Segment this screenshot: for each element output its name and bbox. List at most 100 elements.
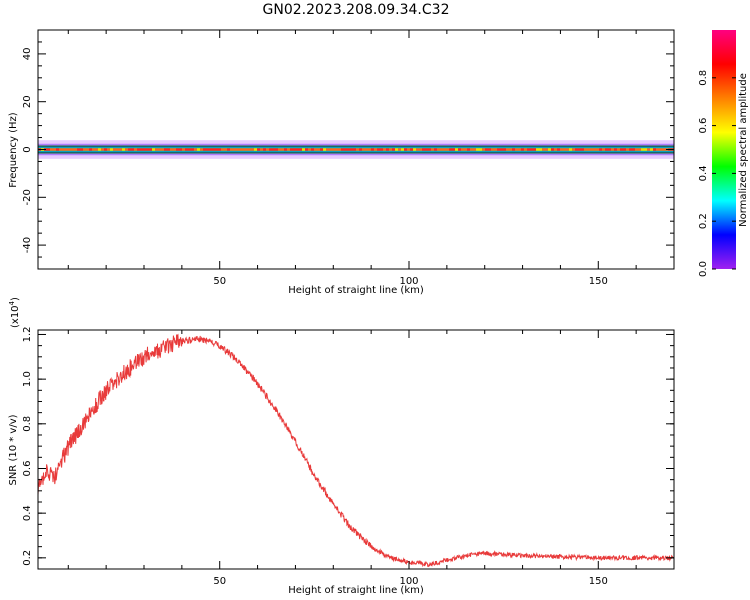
band-cell [323, 148, 326, 151]
band-cell [179, 148, 182, 151]
band-cell [485, 148, 488, 151]
band-cell [479, 148, 482, 151]
band-cell [257, 148, 260, 151]
band-cell [146, 148, 149, 151]
band-cell [374, 148, 377, 151]
band-cell [650, 148, 653, 151]
band-cell [242, 148, 245, 151]
band-cell [320, 148, 323, 151]
band-cell [122, 148, 125, 151]
band-cell [488, 148, 491, 151]
band-cell [362, 148, 365, 151]
band-cell [260, 148, 263, 151]
band-cell [419, 148, 422, 151]
band-cell [278, 148, 281, 151]
band-cell [188, 148, 191, 151]
band-cell [518, 148, 521, 151]
band-cell [80, 148, 83, 151]
y-tick-label: -40 [22, 237, 33, 253]
band-cell [551, 148, 554, 151]
band-cell [509, 148, 512, 151]
snr-frame [37, 329, 675, 570]
band-cell [62, 148, 65, 151]
colorbar: 0.0 0.2 0.4 0.6 0.8 Normalized spectral ampl… [698, 30, 749, 277]
band-cell [434, 148, 437, 151]
band-cell [116, 148, 119, 151]
band-cell [539, 148, 542, 151]
band-cell [557, 148, 560, 151]
band-cell [107, 148, 110, 151]
band-cell [104, 148, 107, 151]
band-cell [416, 148, 419, 151]
snr-ticks: 50 100 150 0.2 0.4 0.6 0.8 1.0 1.2 [22, 327, 675, 587]
colorbar-tick-label: 0.0 [698, 261, 709, 277]
band-cell [128, 148, 131, 151]
band-cell [368, 148, 371, 151]
band-cell [563, 148, 566, 151]
band-cell [413, 148, 416, 151]
band-cell [455, 148, 458, 151]
band-cell [440, 148, 443, 151]
band-cell [182, 148, 185, 151]
spectral-band [38, 140, 674, 159]
band-cell [233, 148, 236, 151]
band-cell [287, 148, 290, 151]
band-cell [347, 148, 350, 151]
band-cell [491, 148, 494, 151]
x-tick-label: 150 [589, 576, 608, 587]
band-cell [500, 148, 503, 151]
band-cell [542, 148, 545, 151]
colorbar-tick-label: 0.4 [698, 165, 709, 181]
band-cell [89, 148, 92, 151]
spectrogram-xlabel: Height of straight line (km) [288, 285, 424, 296]
band-cell [263, 148, 266, 151]
band-cell [515, 148, 518, 151]
band-cell [566, 148, 569, 151]
band-cell [584, 148, 587, 151]
band-cell [554, 148, 557, 151]
band-cell [158, 148, 161, 151]
colorbar-ticks: 0.0 0.2 0.4 0.6 0.8 [698, 70, 736, 277]
band-cell [197, 148, 200, 151]
y-tick-label: 0.4 [22, 505, 33, 521]
band-cell [365, 148, 368, 151]
band-cell [272, 148, 275, 151]
band-cell [548, 148, 551, 151]
band-cell [305, 148, 308, 151]
band-cell [206, 148, 209, 151]
band-cell [449, 148, 452, 151]
band-cell [614, 148, 617, 151]
band-cell [311, 148, 314, 151]
band-cell [119, 148, 122, 151]
band-cell [152, 148, 155, 151]
band-cell [68, 148, 71, 151]
band-cell [140, 148, 143, 151]
band-cell [218, 148, 221, 151]
band-cell [512, 148, 515, 151]
band-cell [503, 148, 506, 151]
band-cell [110, 148, 113, 151]
band-cell [443, 148, 446, 151]
band-cell [575, 148, 578, 151]
band-cell [593, 148, 596, 151]
band-cell [635, 148, 638, 151]
band-cell [200, 148, 203, 151]
band-cell [350, 148, 353, 151]
spectrogram-panel: 50 100 150 -40 -20 0 20 40 Height of straight l… [8, 29, 675, 296]
colorbar-label: Normalized spectral amplitude [738, 73, 749, 227]
band-cell [224, 148, 227, 151]
band-cell [497, 148, 500, 151]
band-cell [125, 148, 128, 151]
band-cell [422, 148, 425, 151]
snr-series-line [37, 333, 674, 568]
band-cell [131, 148, 134, 151]
band-cell [407, 148, 410, 151]
band-cell [248, 148, 251, 151]
band-cell [656, 148, 659, 151]
band-cell [77, 148, 80, 151]
y-tick-label: 0.2 [22, 550, 33, 566]
band-cell [530, 148, 533, 151]
band-cell [473, 148, 476, 151]
band-cell [284, 148, 287, 151]
band-cell [431, 148, 434, 151]
